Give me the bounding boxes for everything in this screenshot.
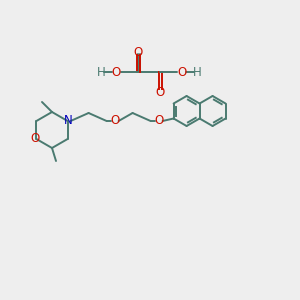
Text: H: H [193,65,201,79]
Text: N: N [64,115,73,128]
Text: O: O [177,65,187,79]
Text: O: O [110,115,119,128]
Text: O: O [111,65,121,79]
Text: O: O [134,46,142,59]
Text: O: O [31,133,40,146]
Text: H: H [97,65,105,79]
Text: O: O [155,86,165,100]
Text: O: O [154,115,163,128]
